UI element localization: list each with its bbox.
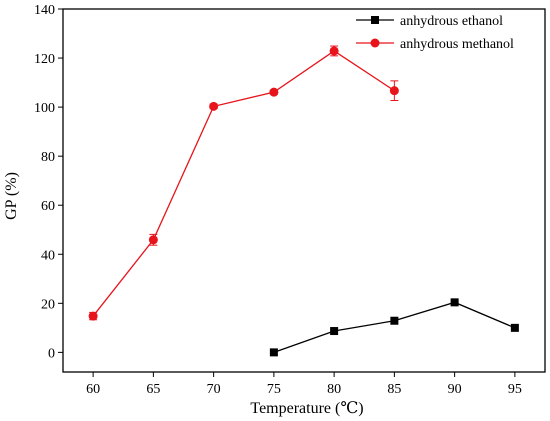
series-anhydrous-methanol	[88, 45, 399, 321]
y-tick-label: 0	[48, 346, 55, 361]
y-tick-label: 120	[34, 52, 55, 67]
plot-frame	[62, 8, 546, 373]
data-point	[269, 348, 278, 357]
x-tick-label: 65	[146, 382, 160, 397]
x-axis: 60 65 70 75 80 85 90 95	[86, 372, 522, 397]
data-point	[450, 298, 459, 307]
data-point	[329, 46, 339, 56]
series-line	[92, 50, 395, 317]
x-tick-label: 90	[448, 382, 462, 397]
y-axis-title: GP (%)	[3, 172, 20, 220]
x-tick-label: 60	[86, 382, 100, 397]
legend: anhydrous ethanol anhydrous methanol	[356, 14, 514, 52]
x-tick-label: 85	[387, 382, 401, 397]
y-axis: 0 20 40 60 80 100 120 140	[34, 3, 63, 361]
x-axis-title: Temperature (℃)	[250, 400, 363, 417]
data-point	[148, 235, 158, 245]
y-tick-label: 80	[41, 150, 55, 165]
data-point	[510, 323, 519, 332]
x-tick-label: 95	[508, 382, 522, 397]
legend-ethanol-marker	[371, 16, 379, 24]
y-tick-label: 40	[41, 248, 55, 263]
series-anhydrous-ethanol	[269, 298, 519, 357]
legend-ethanol-label: anhydrous ethanol	[400, 14, 503, 29]
data-point	[330, 327, 339, 336]
series-layer	[88, 45, 519, 357]
x-tick-label: 75	[267, 382, 281, 397]
data-point	[209, 101, 219, 111]
plot-area	[62, 8, 546, 373]
y-tick-label: 20	[41, 297, 55, 312]
legend-methanol-label: anhydrous methanol	[400, 37, 514, 52]
data-point	[390, 316, 399, 325]
data-point	[269, 87, 279, 97]
y-tick-label: 60	[41, 199, 55, 214]
series-line	[273, 301, 516, 353]
legend-methanol-marker	[370, 38, 380, 48]
x-tick-label: 80	[327, 382, 341, 397]
y-tick-label: 140	[34, 3, 55, 18]
y-tick-label: 100	[34, 101, 55, 116]
data-point	[389, 86, 399, 96]
x-tick-label: 70	[207, 382, 221, 397]
data-point	[88, 311, 98, 321]
